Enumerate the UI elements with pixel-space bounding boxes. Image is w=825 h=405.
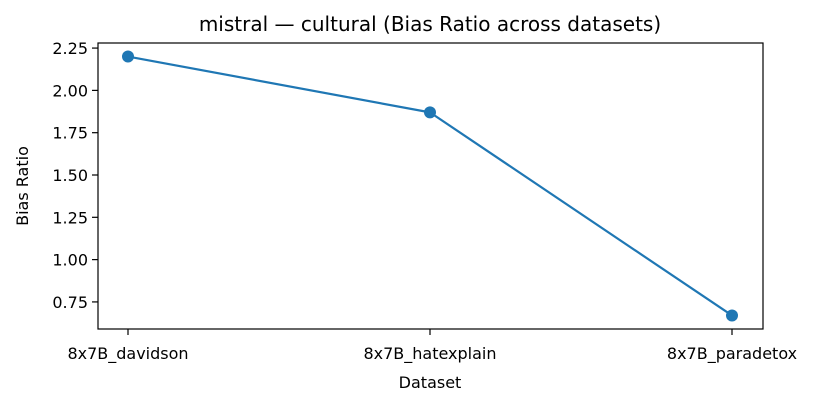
- x-tick-label: 8x7B_paradetox: [667, 344, 797, 364]
- x-tick-label: 8x7B_davidson: [67, 344, 188, 364]
- y-tick-label: 1.25: [52, 208, 88, 227]
- plot-area: [97, 42, 764, 330]
- y-tick-label: 1.50: [52, 166, 88, 185]
- y-tick-label: 1.75: [52, 124, 88, 143]
- y-tick-label: 0.75: [52, 293, 88, 312]
- chart-title: mistral — cultural (Bias Ratio across da…: [199, 12, 661, 36]
- series-line: [127, 55, 733, 317]
- x-axis-label: Dataset: [399, 373, 462, 392]
- y-axis: 0.75 1.00 1.25 1.50 1.75 2.00 2.25: [52, 39, 98, 312]
- y-tick-label: 2.25: [52, 39, 88, 58]
- y-axis-label: Bias Ratio: [13, 146, 32, 226]
- data-point: [122, 50, 134, 63]
- series-group: [122, 50, 738, 322]
- y-tick-label: 1.00: [52, 251, 88, 270]
- y-tick-label: 2.00: [52, 81, 88, 100]
- data-point: [424, 106, 436, 119]
- x-tick-label: 8x7B_hatexplain: [363, 344, 496, 364]
- data-point: [726, 309, 738, 322]
- x-axis: 8x7B_davidson 8x7B_hatexplain 8x7B_paradet…: [67, 329, 797, 364]
